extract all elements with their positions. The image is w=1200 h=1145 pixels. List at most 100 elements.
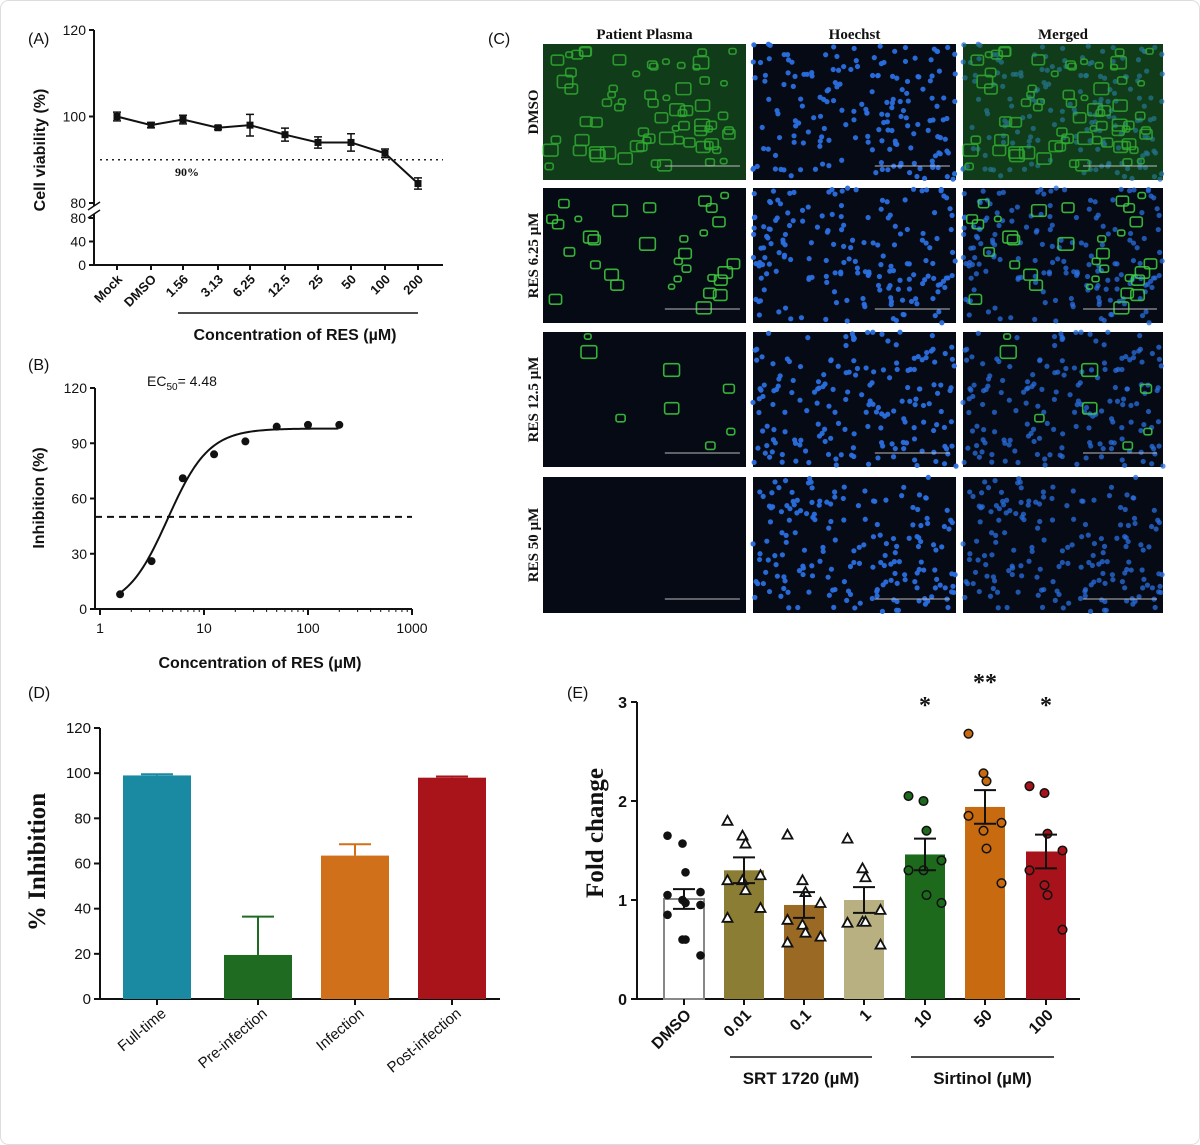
- nucleus: [873, 409, 880, 415]
- infected-cell: [673, 257, 683, 266]
- nucleus: [968, 245, 974, 251]
- nucleus: [1127, 230, 1134, 237]
- nucleus: [1098, 454, 1105, 460]
- data-point: [858, 914, 873, 927]
- data-point: [147, 121, 155, 129]
- nucleus: [1095, 212, 1101, 218]
- data-point: [996, 817, 1007, 828]
- y-tick-label: 100: [66, 765, 91, 782]
- panel-label: (B): [28, 357, 49, 374]
- nucleus: [845, 389, 851, 395]
- nucleus: [976, 503, 982, 509]
- nucleus: [923, 187, 930, 193]
- ec50-prefix: EC: [147, 373, 166, 389]
- nucleus: [1131, 515, 1138, 521]
- nucleus: [920, 402, 927, 409]
- y-tick-label: 1: [618, 893, 627, 910]
- nucleus: [993, 532, 999, 538]
- nucleus: [929, 594, 935, 600]
- data-point: [147, 557, 156, 566]
- nucleus: [944, 174, 950, 180]
- nucleus: [1157, 583, 1163, 589]
- data-point: [696, 887, 705, 897]
- nucleus: [875, 455, 881, 461]
- nucleus: [990, 240, 996, 246]
- nucleus: [1071, 106, 1077, 112]
- nucleus: [1127, 357, 1133, 363]
- y-tick-label: 120: [63, 22, 87, 38]
- nucleus: [1039, 604, 1046, 610]
- nucleus: [1009, 207, 1015, 213]
- nucleus: [1027, 134, 1034, 140]
- nucleus: [938, 382, 944, 388]
- nucleus: [878, 160, 884, 166]
- nucleus: [997, 316, 1003, 322]
- nucleus: [854, 63, 861, 70]
- nucleus: [1118, 272, 1124, 278]
- nucleus: [808, 240, 814, 246]
- nucleus: [980, 437, 986, 443]
- nucleus: [865, 423, 871, 430]
- nucleus: [961, 459, 967, 466]
- nucleus: [1041, 409, 1047, 415]
- nucleus: [824, 279, 830, 285]
- infected-cell: [705, 202, 718, 213]
- nucleus: [1075, 382, 1081, 388]
- nucleus: [849, 237, 856, 243]
- nucleus: [1015, 459, 1021, 466]
- nucleus: [767, 198, 773, 205]
- nucleus: [812, 166, 819, 172]
- nucleus: [1108, 484, 1115, 490]
- nucleus: [757, 59, 764, 66]
- nucleus: [751, 231, 757, 237]
- nucleus: [851, 45, 857, 52]
- infected-cell: [1111, 118, 1128, 132]
- nucleus: [994, 210, 1000, 216]
- nucleus: [782, 578, 788, 584]
- nucleus: [1148, 95, 1154, 101]
- nucleus: [823, 316, 829, 322]
- nucleus: [969, 354, 975, 360]
- nucleus: [1105, 329, 1111, 335]
- nucleus: [819, 213, 825, 219]
- nucleus: [838, 227, 845, 233]
- infected-cell: [1129, 216, 1144, 228]
- nucleus: [819, 134, 825, 140]
- nucleus: [821, 372, 827, 378]
- nucleus: [1141, 576, 1147, 582]
- nucleus: [797, 167, 804, 173]
- nucleus: [1156, 272, 1162, 279]
- data-point: [720, 873, 735, 886]
- infected-cell: [720, 79, 728, 87]
- nucleus: [1051, 426, 1057, 432]
- infected-cell: [583, 333, 592, 340]
- nucleus: [1095, 268, 1101, 274]
- nucleus: [806, 459, 812, 466]
- data-point: [1039, 880, 1050, 891]
- series-line: [116, 115, 419, 185]
- nucleus: [1056, 66, 1063, 73]
- nucleus: [1014, 204, 1021, 210]
- infected-cell: [705, 120, 718, 131]
- nucleus: [876, 127, 882, 133]
- nucleus: [890, 454, 897, 460]
- nucleus: [1052, 297, 1059, 303]
- infected-cell: [667, 283, 676, 290]
- nucleus: [1093, 338, 1099, 344]
- infected-cell: [683, 137, 696, 148]
- nucleus: [897, 231, 904, 237]
- data-point: [918, 795, 929, 807]
- infected-cell: [1018, 145, 1036, 160]
- nucleus: [902, 572, 908, 578]
- nucleus: [945, 275, 951, 281]
- data-point: [178, 474, 187, 483]
- nucleus: [902, 577, 908, 583]
- nucleus: [1026, 558, 1032, 564]
- nucleus: [1126, 559, 1132, 565]
- nucleus: [929, 158, 935, 164]
- nucleus: [916, 598, 922, 604]
- nucleus: [986, 250, 992, 256]
- nucleus: [800, 218, 806, 224]
- data-point: [780, 935, 795, 948]
- nucleus: [1049, 495, 1055, 502]
